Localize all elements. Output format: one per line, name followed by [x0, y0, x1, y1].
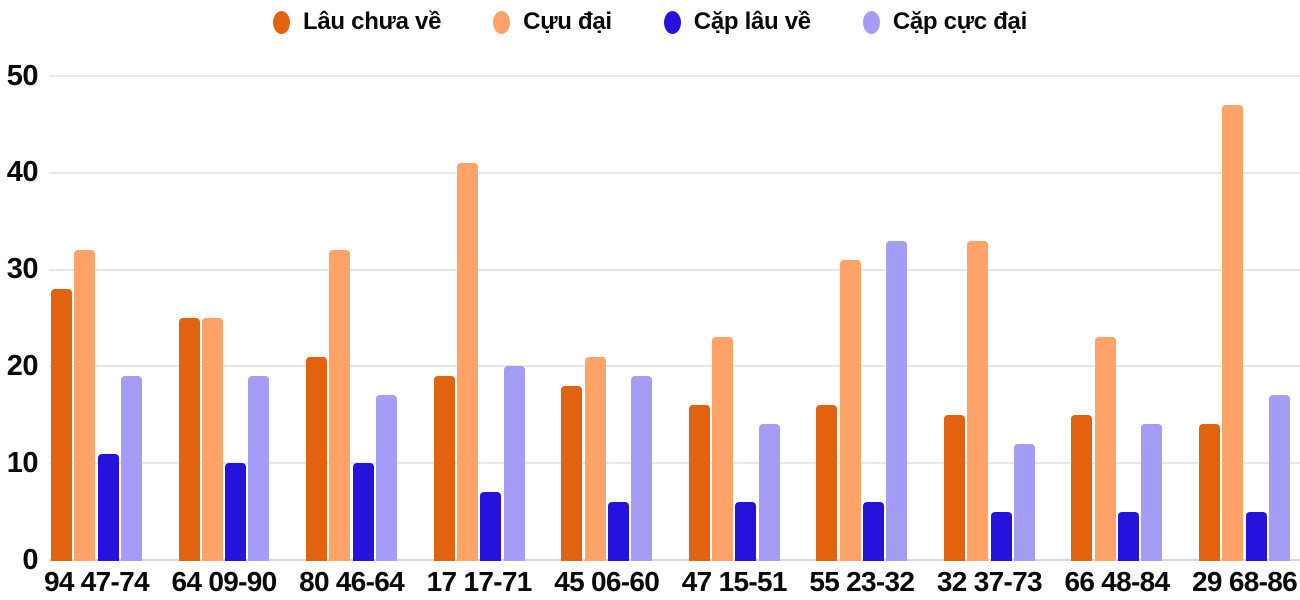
- legend-swatch-icon: [273, 10, 291, 34]
- bar-s4-g3[interactable]: [376, 395, 398, 561]
- legend-swatch-icon: [493, 10, 511, 34]
- gridline-y0: [49, 559, 1300, 561]
- bar-s2-g10[interactable]: [1222, 105, 1244, 561]
- bar-s3-g2[interactable]: [225, 463, 247, 561]
- legend-item-2[interactable]: Cựu đại: [493, 8, 612, 36]
- y-tick-label-40: 40: [6, 156, 39, 189]
- bar-s2-g6[interactable]: [712, 337, 734, 561]
- x-axis-label-1: 94 47-74: [43, 566, 150, 597]
- legend-item-3[interactable]: Cặp lâu về: [663, 8, 811, 36]
- legend-label: Cặp cực đại: [892, 8, 1027, 35]
- bar-s4-g7[interactable]: [886, 240, 908, 561]
- legend-label: Lâu chưa về: [303, 8, 442, 35]
- bar-s4-g10[interactable]: [1268, 395, 1290, 561]
- bar-s4-g1[interactable]: [120, 376, 142, 561]
- bar-s3-g5[interactable]: [607, 501, 629, 561]
- y-tick-label-20: 20: [6, 349, 39, 382]
- bar-s4-g9[interactable]: [1141, 424, 1163, 561]
- legend-label: Cựu đại: [523, 8, 612, 35]
- bar-s4-g4[interactable]: [503, 366, 525, 561]
- x-axis-label-7: 55 23-32: [809, 566, 915, 597]
- bar-s3-g1[interactable]: [97, 453, 119, 561]
- bar-s3-g7[interactable]: [862, 501, 884, 561]
- bar-s1-g7[interactable]: [816, 405, 838, 561]
- bar-s3-g3[interactable]: [352, 463, 374, 561]
- bar-s1-g3[interactable]: [306, 356, 328, 561]
- bar-s1-g8[interactable]: [943, 414, 965, 561]
- x-axis-label-4: 17 17-71: [426, 566, 533, 597]
- gridline-y50: [49, 75, 1300, 77]
- bar-s2-g3[interactable]: [329, 250, 351, 561]
- bar-s2-g1[interactable]: [74, 250, 96, 561]
- bar-s4-g6[interactable]: [758, 424, 780, 561]
- bar-s3-g6[interactable]: [735, 501, 757, 561]
- bar-s3-g8[interactable]: [990, 511, 1012, 561]
- bar-s1-g1[interactable]: [51, 288, 72, 561]
- bar-s4-g2[interactable]: [248, 376, 270, 561]
- legend-item-4[interactable]: Cặp cực đại: [862, 8, 1027, 36]
- bar-s4-g5[interactable]: [631, 376, 653, 561]
- y-tick-label-50: 50: [6, 59, 39, 92]
- gridline-y10: [49, 462, 1300, 465]
- legend-item-1[interactable]: Lâu chưa về: [273, 8, 441, 36]
- legend: Lâu chưa về Cựu đại Cặp lâu về Cặp cực đại: [0, 8, 1300, 36]
- bar-s2-g5[interactable]: [584, 356, 606, 561]
- bar-s1-g2[interactable]: [178, 318, 200, 561]
- legend-swatch-icon: [862, 10, 880, 34]
- gridline-y40: [49, 171, 1300, 174]
- bar-s4-g8[interactable]: [1013, 443, 1035, 561]
- bar-s1-g10[interactable]: [1199, 424, 1221, 561]
- bar-s3-g9[interactable]: [1118, 511, 1140, 561]
- legend-label: Cặp lâu về: [693, 8, 811, 35]
- bar-s3-g4[interactable]: [480, 492, 502, 561]
- bar-s2-g8[interactable]: [967, 240, 989, 561]
- x-axis-label-8: 32 37-73: [936, 566, 1043, 597]
- x-axis-label-10: 29 68-86: [1192, 566, 1298, 597]
- bar-s2-g2[interactable]: [201, 318, 223, 561]
- gridline-y30: [49, 268, 1300, 271]
- y-tick-label-30: 30: [6, 253, 39, 286]
- bar-s3-g10[interactable]: [1245, 511, 1267, 561]
- x-axis-label-6: 47 15-51: [681, 566, 788, 597]
- x-axis-label-2: 64 09-90: [171, 566, 278, 597]
- x-axis-label-9: 66 48-84: [1064, 566, 1170, 597]
- bar-s1-g6[interactable]: [688, 405, 710, 561]
- y-tick-label-10: 10: [6, 446, 39, 479]
- bar-s1-g4[interactable]: [433, 376, 455, 561]
- bar-s2-g4[interactable]: [456, 163, 478, 561]
- bar-s1-g9[interactable]: [1071, 414, 1093, 561]
- gridline-y20: [49, 365, 1300, 368]
- bar-s1-g5[interactable]: [561, 385, 583, 561]
- x-axis-label-3: 80 46-64: [299, 566, 405, 597]
- x-axis-label-5: 45 06-60: [554, 566, 660, 597]
- y-tick-label-0: 0: [22, 543, 38, 576]
- legend-swatch-icon: [663, 10, 681, 34]
- bar-s2-g7[interactable]: [839, 259, 861, 561]
- bar-s2-g9[interactable]: [1094, 337, 1116, 561]
